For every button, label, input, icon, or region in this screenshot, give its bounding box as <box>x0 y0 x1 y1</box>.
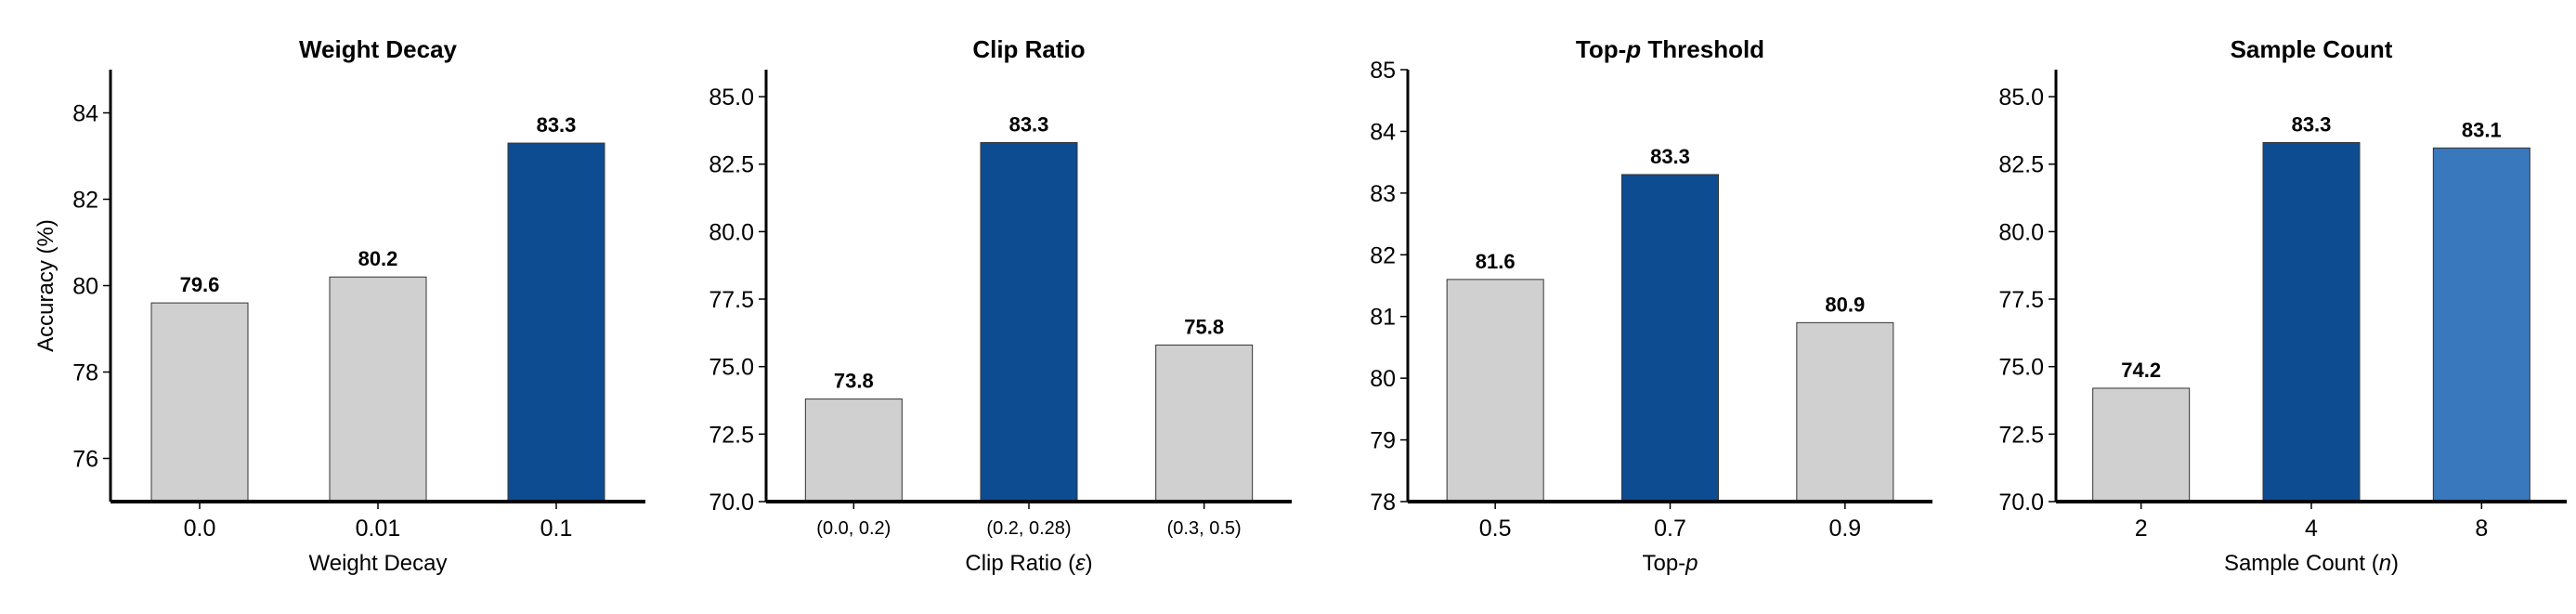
x-tick-label: 0.01 <box>356 516 401 542</box>
x-axis-label: Sample Count (n) <box>2224 551 2399 576</box>
x-axis-label: Weight Decay <box>309 551 448 576</box>
y-tick-label: 70.0 <box>1998 490 2044 516</box>
x-tick-label: 0.7 <box>1654 516 1686 542</box>
panel-1: Weight Decay 79.6 80.2 83.3 76 78 80 82 84 0.0 0.0… <box>33 35 645 576</box>
x-tick-label: 0.1 <box>540 516 573 542</box>
y-tick-label: 84 <box>72 101 98 127</box>
y-tick-label: 84 <box>1370 119 1396 145</box>
data-label: 83.1 <box>2462 118 2502 141</box>
y-tick-label: 78 <box>1370 490 1396 516</box>
x-axis-label: Top-p <box>1642 551 1698 576</box>
bar <box>329 276 427 503</box>
bar <box>150 302 249 503</box>
bar <box>2262 141 2361 503</box>
x-tick-label: 4 <box>2305 516 2318 542</box>
data-label: 75.8 <box>1184 315 1224 338</box>
y-tick-label: 77.5 <box>1998 287 2044 313</box>
data-label: 80.2 <box>358 247 398 270</box>
y-tick-label: 83 <box>1370 181 1396 207</box>
y-tick-label: 85.0 <box>1998 85 2044 111</box>
bar <box>1621 174 1719 503</box>
bar <box>1155 344 1254 503</box>
data-label: 83.3 <box>2292 112 2332 136</box>
x-tick-label: 8 <box>2475 516 2488 542</box>
y-axis-label: Accuracy (%) <box>33 219 59 352</box>
data-label: 73.8 <box>834 370 874 393</box>
x-tick-label: 0.5 <box>1479 516 1512 542</box>
x-axis-label: Clip Ratio (ε) <box>965 551 1092 576</box>
bar <box>804 398 903 503</box>
y-tick-label: 77.5 <box>709 287 754 313</box>
x-tick-label: 0.9 <box>1828 516 1861 542</box>
bar <box>1796 321 1894 503</box>
y-tick-label: 85.0 <box>709 85 754 111</box>
y-tick-label: 76 <box>72 447 98 473</box>
x-tick-label: 0.0 <box>184 516 216 542</box>
y-tick-label: 82 <box>72 188 98 214</box>
x-tick-label: 2 <box>2135 516 2148 542</box>
bar <box>507 142 605 503</box>
y-tick-label: 75.0 <box>1998 355 2044 381</box>
x-tick-label: (0.2, 0.28) <box>986 518 1071 539</box>
data-label: 81.6 <box>1476 250 1516 273</box>
y-tick-label: 78 <box>72 360 98 386</box>
bar <box>2092 387 2191 503</box>
y-tick-label: 79 <box>1370 428 1396 454</box>
x-tick-label: (0.0, 0.2) <box>816 518 891 539</box>
bar <box>2432 147 2530 503</box>
y-tick-label: 70.0 <box>709 490 754 516</box>
y-tick-label: 80.0 <box>709 219 754 245</box>
y-tick-label: 81 <box>1370 305 1396 331</box>
panel-title: Weight Decay <box>299 35 458 63</box>
bar <box>980 141 1078 503</box>
panel-2: Clip Ratio 73.8 83.3 75.8 70.0 72.5 75.0 77.5 80… <box>709 35 1292 576</box>
panel-title: Clip Ratio <box>972 35 1085 63</box>
data-label: 79.6 <box>180 273 220 296</box>
y-tick-label: 72.5 <box>1998 422 2044 448</box>
bar <box>1446 279 1544 503</box>
y-tick-label: 72.5 <box>709 422 754 448</box>
y-tick-label: 82 <box>1370 242 1396 268</box>
y-tick-label: 85 <box>1370 58 1396 84</box>
data-label: 80.9 <box>1825 293 1865 316</box>
data-label: 83.3 <box>1009 112 1049 136</box>
data-label: 83.3 <box>537 113 577 137</box>
y-tick-label: 80 <box>1370 366 1396 392</box>
data-label: 83.3 <box>1650 145 1690 168</box>
panel-3: Top-p Threshold 81.6 83.3 80.9 78 79 80 81 82 83 8… <box>1370 35 1932 576</box>
y-tick-label: 82.5 <box>1998 152 2044 178</box>
y-tick-label: 82.5 <box>709 152 754 178</box>
y-tick-label: 80.0 <box>1998 219 2044 245</box>
y-tick-label: 80 <box>72 274 98 300</box>
panel-title: Top-p Threshold <box>1576 35 1764 63</box>
panel-4: Sample Count 74.2 83.3 83.1 70.0 72.5 75.0 77.5… <box>1998 35 2567 576</box>
x-tick-label: (0.3, 0.5) <box>1167 518 1242 539</box>
panel-title: Sample Count <box>2231 35 2393 63</box>
data-label: 74.2 <box>2121 359 2161 382</box>
y-tick-label: 75.0 <box>709 355 754 381</box>
